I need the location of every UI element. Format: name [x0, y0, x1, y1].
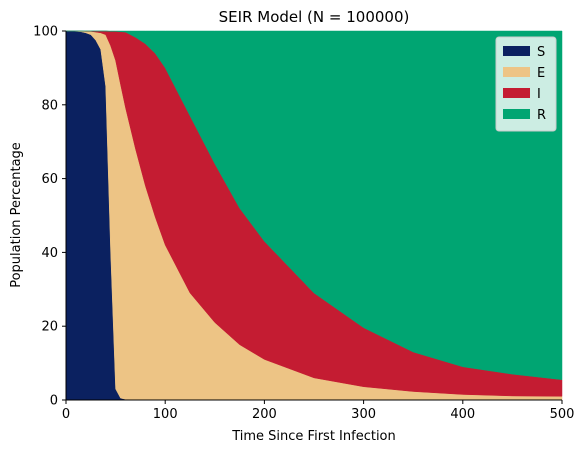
legend-label-s: S [537, 45, 545, 60]
x-tick-label: 500 [550, 407, 575, 422]
legend-swatch-e [503, 67, 530, 77]
y-tick-label: 0 [50, 394, 58, 409]
chart-title: SEIR Model (N = 100000) [219, 8, 410, 26]
x-axis-title: Time Since First Infection [231, 429, 396, 444]
y-axis-title: Population Percentage [9, 142, 24, 288]
x-tick-label: 400 [450, 407, 475, 422]
legend-frame [495, 36, 557, 132]
x-tick-label: 200 [252, 407, 277, 422]
x-ticks: 0 100 200 300 400 500 [62, 400, 575, 422]
axes [65, 31, 562, 401]
y-ticks: 0 20 40 60 80 100 [33, 25, 66, 409]
plot-areas [65, 30, 563, 401]
legend: SEIR [495, 36, 557, 132]
y-tick-label: 60 [41, 172, 58, 187]
area-series-r [66, 30, 563, 380]
y-tick-label: 80 [41, 98, 58, 113]
x-tick-label: 0 [62, 407, 70, 422]
legend-label-i: I [537, 87, 541, 102]
legend-label-r: R [537, 108, 546, 123]
y-tick-label: 20 [41, 320, 58, 335]
x-tick-label: 300 [351, 407, 376, 422]
y-tick-label: 100 [33, 25, 58, 40]
legend-label-e: E [537, 66, 545, 81]
legend-swatch-r [503, 109, 530, 119]
x-tick-label: 100 [153, 407, 178, 422]
legend-swatch-s [503, 46, 530, 56]
legend-swatch-i [503, 88, 530, 98]
y-tick-label: 40 [41, 246, 58, 261]
